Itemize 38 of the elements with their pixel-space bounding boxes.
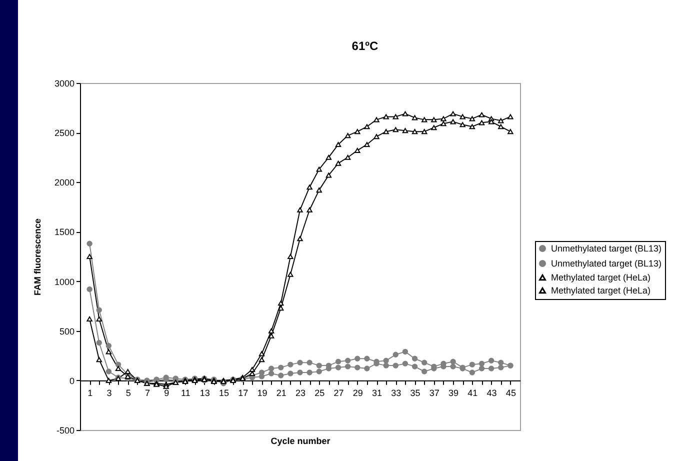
legend-label: Unmethylated target (BL13) — [551, 258, 662, 268]
x-tick-label: 11 — [181, 388, 190, 398]
x-tick-label: 7 — [144, 388, 150, 398]
y-axis-title: FAM fluorescence — [32, 218, 42, 296]
y-tick-label: 0 — [69, 376, 74, 386]
x-tick-label: 35 — [410, 388, 420, 398]
x-tick-label: 37 — [429, 388, 440, 398]
x-tick-label: 17 — [238, 388, 248, 398]
x-tick-label: 33 — [391, 388, 402, 398]
y-tick-label: 1500 — [54, 227, 74, 238]
x-tick-label: 1 — [88, 388, 93, 398]
x-tick-label: 43 — [486, 388, 497, 398]
x-tick-label: 39 — [448, 388, 459, 398]
x-tick-label: 13 — [200, 388, 210, 398]
legend-label: Unmethylated target (BL13) — [551, 244, 662, 254]
x-tick-label: 9 — [164, 388, 170, 398]
x-tick-label: 15 — [218, 388, 229, 398]
y-tick-label: 2000 — [54, 178, 74, 188]
x-tick-label: 23 — [295, 388, 306, 398]
y-tick-label: 2500 — [54, 128, 74, 138]
y-tick-label: 1000 — [54, 276, 74, 287]
x-tick-label: 29 — [352, 388, 363, 398]
x-axis-title: Cycle number — [270, 436, 331, 446]
x-tick-label: 21 — [276, 388, 286, 398]
y-tick-label: -500 — [56, 426, 74, 436]
x-tick-label: 5 — [126, 388, 131, 398]
x-tick-label: 45 — [506, 388, 516, 398]
legend-label: Methylated target (HeLa) — [551, 286, 651, 296]
chart-title: 61ºC — [352, 39, 379, 53]
y-tick-label: 500 — [59, 326, 74, 336]
x-tick-label: 19 — [257, 388, 268, 398]
y-tick-label: 3000 — [54, 78, 74, 88]
x-tick-label: 27 — [334, 388, 344, 398]
x-tick-label: 3 — [106, 388, 112, 398]
x-tick-label: 31 — [372, 388, 382, 398]
legend-label: Methylated target (HeLa) — [551, 272, 651, 282]
x-tick-label: 25 — [314, 388, 325, 398]
x-tick-label: 41 — [468, 388, 478, 398]
